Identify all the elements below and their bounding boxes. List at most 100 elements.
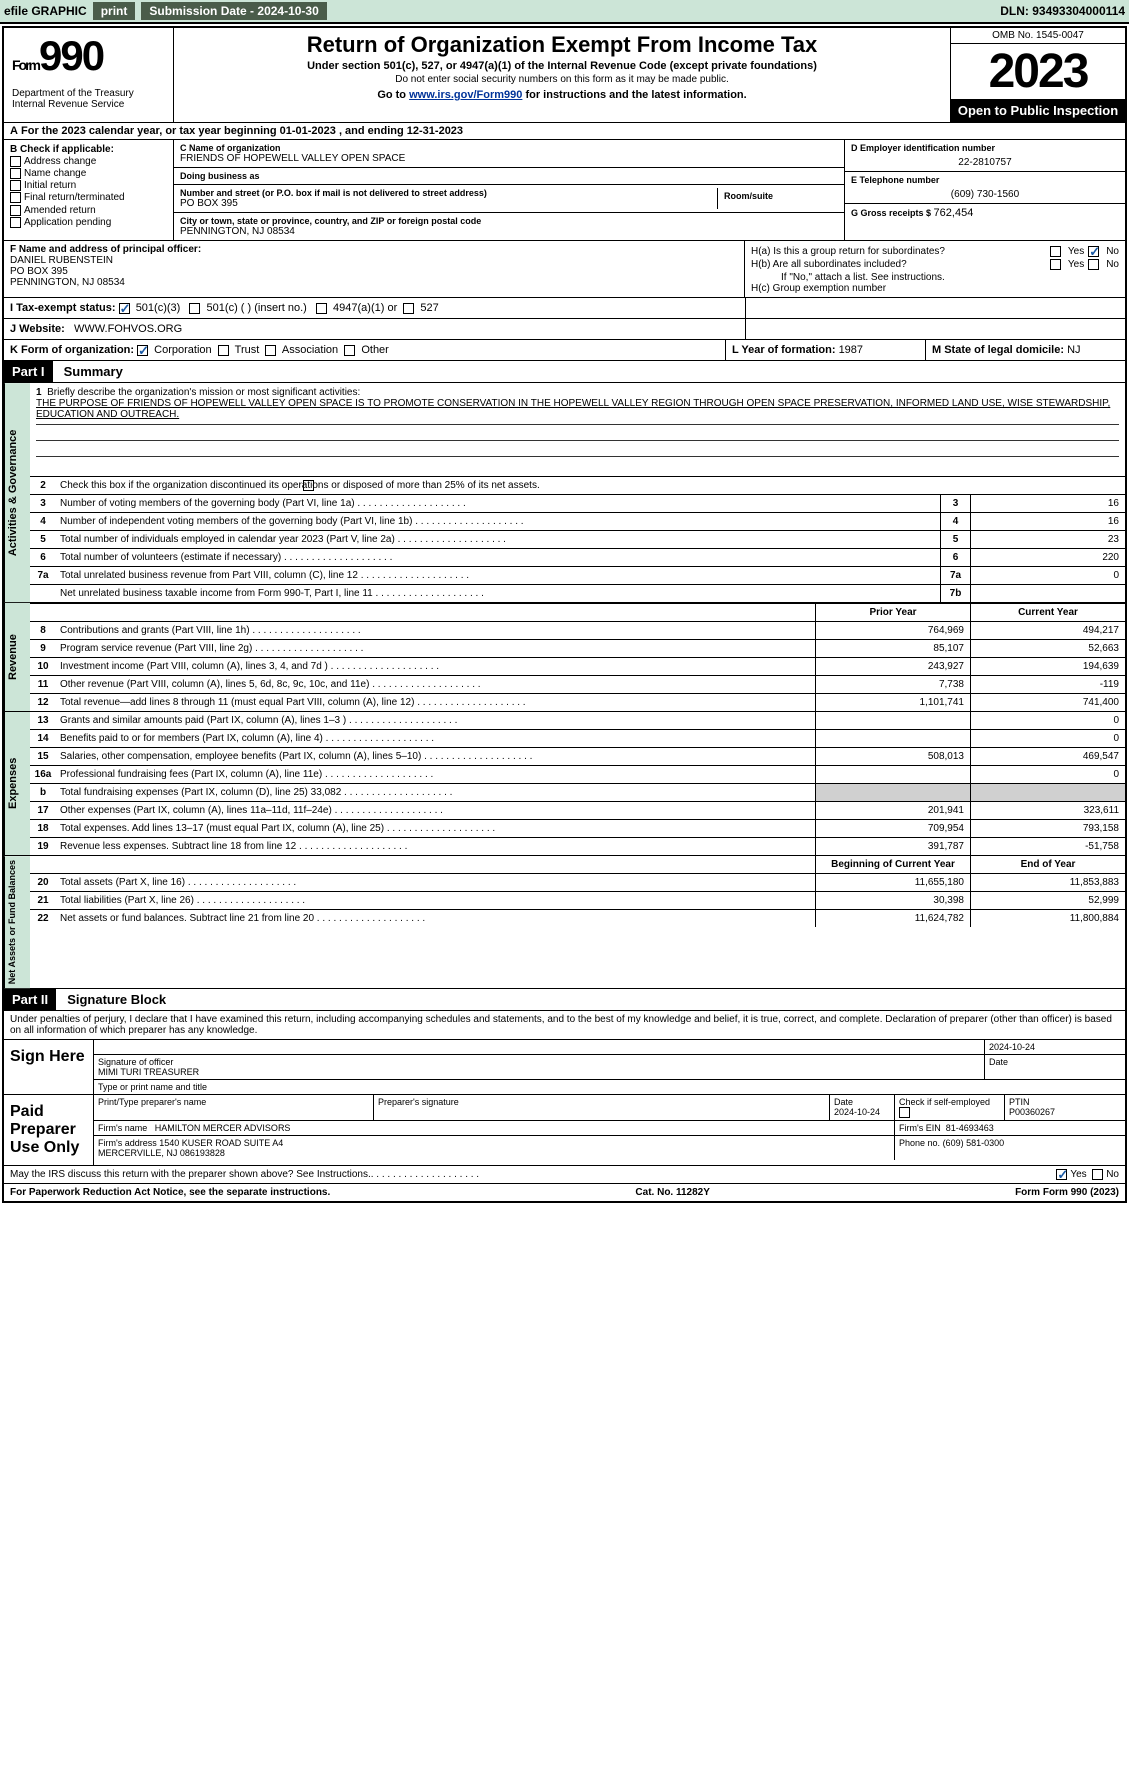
top-toolbar: efile GRAPHIC print Submission Date - 20… [0, 0, 1129, 24]
cb-ha-yes[interactable] [1050, 246, 1061, 257]
sign-here-label: Sign Here [4, 1040, 94, 1094]
table-row: 8Contributions and grants (Part VIII, li… [30, 622, 1125, 640]
prep-sig-label: Preparer's signature [374, 1095, 830, 1120]
cb-application-pending[interactable]: Application pending [10, 217, 167, 228]
section-f: F Name and address of principal officer:… [4, 241, 745, 297]
print-button[interactable]: print [93, 2, 136, 20]
ein-value: 22-2810757 [851, 157, 1119, 168]
check-self: Check if self-employed [895, 1095, 1005, 1120]
cb-address-change[interactable]: Address change [10, 156, 167, 167]
dba-label: Doing business as [180, 171, 838, 181]
year-formation-label: L Year of formation: [732, 344, 839, 356]
netassets-tab: Net Assets or Fund Balances [4, 856, 30, 988]
efile-label: efile GRAPHIC [4, 4, 87, 18]
ptin-value: P00360267 [1009, 1107, 1055, 1117]
phone-value: (609) 730-1560 [851, 189, 1119, 200]
tax-exempt-label: I Tax-exempt status: [10, 302, 116, 314]
table-row: 13Grants and similar amounts paid (Part … [30, 712, 1125, 730]
public-inspection: Open to Public Inspection [951, 99, 1125, 122]
section-c: C Name of organization FRIENDS OF HOPEWE… [174, 140, 845, 240]
officer-sig-name: MIMI TURI TREASURER [98, 1067, 199, 1077]
table-row: 3Number of voting members of the governi… [30, 495, 1125, 513]
cb-trust[interactable] [218, 345, 229, 356]
h-b-label: H(b) Are all subordinates included? [751, 259, 1046, 270]
cb-initial-return[interactable]: Initial return [10, 180, 167, 191]
website-value: WWW.FOHVOS.ORG [74, 323, 182, 335]
cb-amended-return[interactable]: Amended return [10, 205, 167, 216]
receipts-value: 762,454 [934, 207, 974, 219]
form-number: Form990 [12, 32, 165, 80]
table-row: 5Total number of individuals employed in… [30, 531, 1125, 549]
sign-here-block: Sign Here 2024-10-24 Signature of office… [4, 1040, 1125, 1095]
discuss-row: May the IRS discuss this return with the… [4, 1166, 1125, 1184]
governance-section: Activities & Governance 1 Briefly descri… [4, 383, 1125, 603]
table-row: 17Other expenses (Part IX, column (A), l… [30, 802, 1125, 820]
cb-other[interactable] [344, 345, 355, 356]
h-note: If "No," attach a list. See instructions… [751, 272, 1119, 283]
cb-final-return[interactable]: Final return/terminated [10, 192, 167, 203]
street-label: Number and street (or P.O. box if mail i… [180, 188, 717, 198]
year-formation: 1987 [839, 344, 863, 356]
discuss-text: May the IRS discuss this return with the… [10, 1169, 371, 1180]
cb-4947[interactable] [316, 303, 327, 314]
section-bcde: B Check if applicable: Address change Na… [4, 140, 1125, 241]
firm-phone-label: Phone no. [899, 1138, 940, 1148]
table-row: 9Program service revenue (Part VIII, lin… [30, 640, 1125, 658]
table-row: 10Investment income (Part VIII, column (… [30, 658, 1125, 676]
firm-ein: 81-4693463 [946, 1123, 994, 1133]
expenses-section: Expenses 13Grants and similar amounts pa… [4, 712, 1125, 856]
website-label: J Website: [10, 323, 65, 335]
table-row: 21Total liabilities (Part X, line 26)30,… [30, 892, 1125, 910]
cb-name-change[interactable]: Name change [10, 168, 167, 179]
officer-city: PENNINGTON, NJ 08534 [10, 277, 738, 288]
mission-label: Briefly describe the organization's miss… [47, 387, 360, 398]
part2-header: Part II Signature Block [4, 989, 1125, 1011]
h-note-side [745, 298, 1125, 318]
end-year-hdr: End of Year [970, 856, 1125, 873]
tax-year: 2023 [951, 44, 1125, 99]
instructions-link: Go to www.irs.gov/Form990 for instructio… [178, 89, 946, 101]
cb-ha-no[interactable] [1088, 246, 1099, 257]
revenue-section: Revenue Prior Year Current Year 8Contrib… [4, 603, 1125, 712]
ptin-label: PTIN [1009, 1097, 1030, 1107]
sig-officer-label: Signature of officer [98, 1057, 173, 1067]
form-header: Form990 Department of the Treasury Inter… [4, 28, 1125, 123]
cb-hb-no[interactable] [1088, 259, 1099, 270]
prep-date: 2024-10-24 [834, 1107, 880, 1117]
form-org-label: K Form of organization: [10, 344, 134, 356]
cb-527[interactable] [403, 303, 414, 314]
section-b: B Check if applicable: Address change Na… [4, 140, 174, 240]
row-i: I Tax-exempt status: 501(c)(3) 501(c) ( … [4, 298, 1125, 319]
prior-year-hdr: Prior Year [815, 604, 970, 621]
ssn-note: Do not enter social security numbers on … [178, 74, 946, 85]
form-title: Return of Organization Exempt From Incom… [178, 32, 946, 58]
irs-link[interactable]: www.irs.gov/Form990 [409, 89, 522, 101]
form-container: Form990 Department of the Treasury Inter… [2, 26, 1127, 1203]
table-row: bTotal fundraising expenses (Part IX, co… [30, 784, 1125, 802]
line-a: A For the 2023 calendar year, or tax yea… [4, 123, 1125, 140]
table-row: 6Total number of volunteers (estimate if… [30, 549, 1125, 567]
form-footer: For Paperwork Reduction Act Notice, see … [4, 1184, 1125, 1201]
city-value: PENNINGTON, NJ 08534 [180, 226, 838, 237]
cb-self-employed[interactable] [899, 1107, 910, 1118]
mission-blank-lines [36, 424, 1119, 472]
cb-line2[interactable] [303, 480, 314, 491]
table-row: 16aProfessional fundraising fees (Part I… [30, 766, 1125, 784]
form-page-label: Form Form 990 (2023) [1015, 1187, 1119, 1198]
prep-name-label: Print/Type preparer's name [94, 1095, 374, 1120]
part1-header: Part I Summary [4, 361, 1125, 383]
cb-501c[interactable] [189, 303, 200, 314]
cb-assoc[interactable] [265, 345, 276, 356]
table-row: 18Total expenses. Add lines 13–17 (must … [30, 820, 1125, 838]
officer-street: PO BOX 395 [10, 266, 738, 277]
netassets-section: Net Assets or Fund Balances Beginning of… [4, 856, 1125, 989]
firm-ein-label: Firm's EIN [899, 1123, 941, 1133]
cb-discuss-yes[interactable] [1056, 1169, 1067, 1180]
table-row: 19Revenue less expenses. Subtract line 1… [30, 838, 1125, 855]
cb-discuss-no[interactable] [1092, 1169, 1103, 1180]
part1-label: Part I [4, 361, 53, 382]
cb-corp[interactable] [137, 345, 148, 356]
cb-hb-yes[interactable] [1050, 259, 1061, 270]
paid-preparer-label: Paid Preparer Use Only [4, 1095, 94, 1165]
cb-501c3[interactable] [119, 303, 130, 314]
